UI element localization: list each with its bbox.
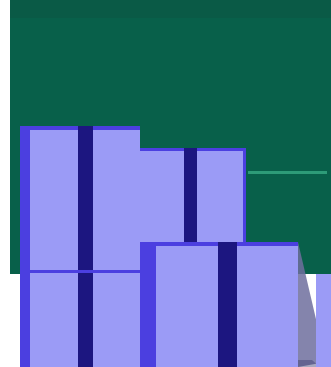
tall-left-block-seam [20,270,140,273]
tall-left-block-stripe [78,126,93,367]
green-backdrop-top-band [10,0,331,18]
tall-left-block[interactable] [20,126,140,367]
lower-middle-block-left-edge [140,242,156,367]
right-edge-block-face [316,274,331,367]
upper-middle-block-stripe [184,148,197,242]
lower-middle-block[interactable] [140,242,298,367]
upper-middle-block[interactable] [140,148,246,242]
upper-middle-block-right-edge [243,148,246,242]
right-edge-block[interactable] [316,274,331,367]
rail-line [248,171,327,174]
lower-middle-block-stripe [218,242,237,367]
tall-left-block-left-edge [20,126,30,367]
